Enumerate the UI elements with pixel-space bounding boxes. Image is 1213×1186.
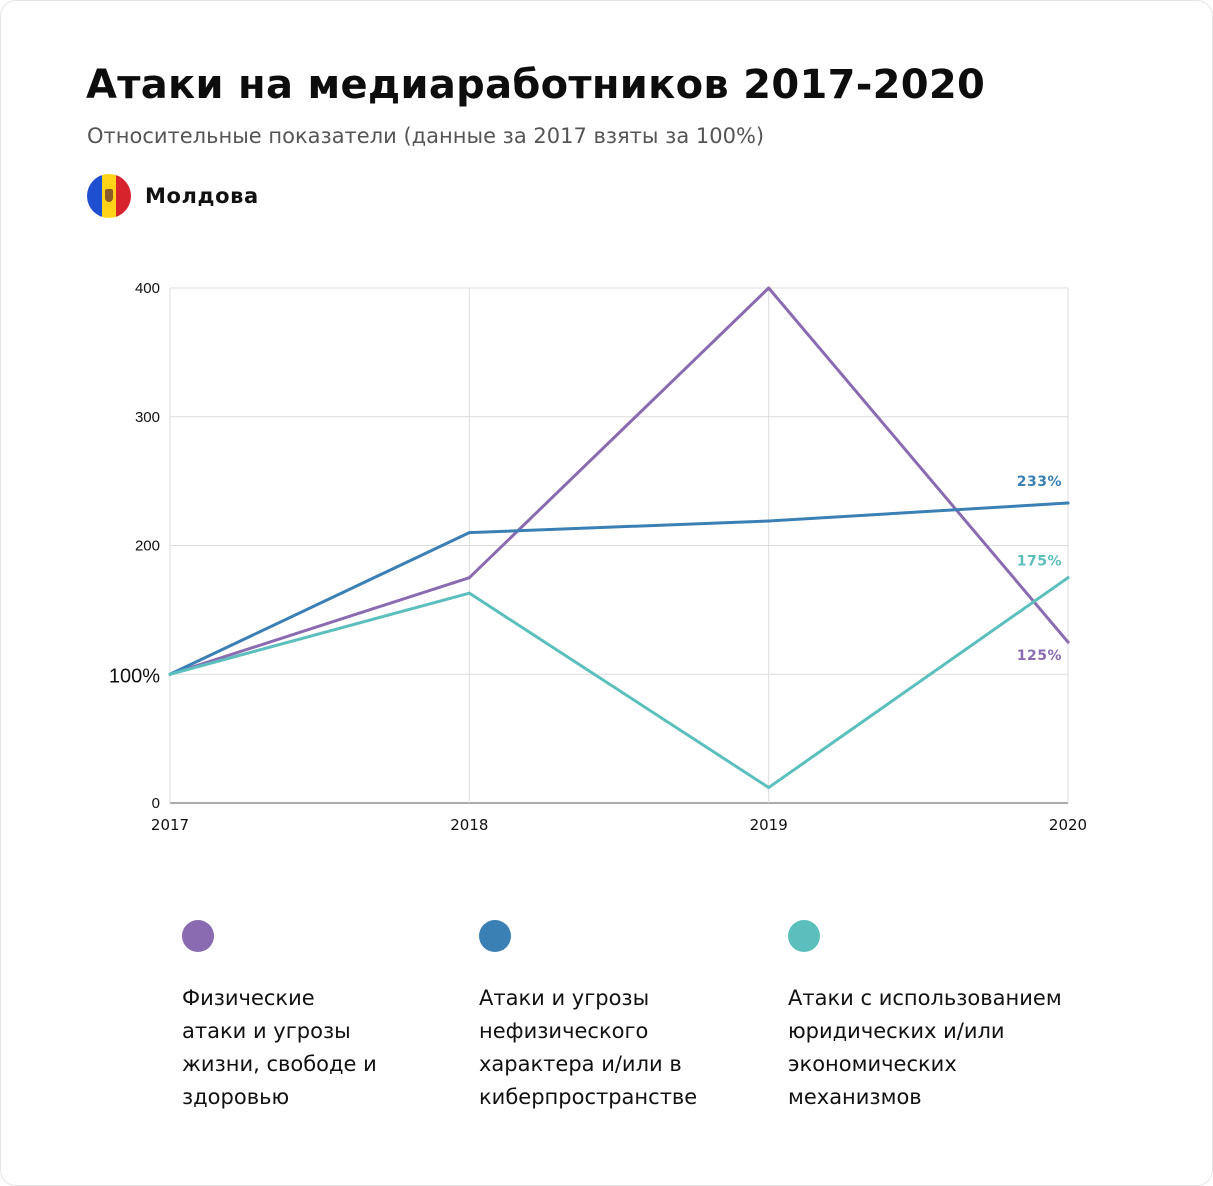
legend-label-legal: Атаки с использованием юридических и/или…	[788, 986, 1062, 1109]
series-line	[168, 501, 1070, 676]
data-point	[1066, 576, 1070, 580]
data-point	[467, 576, 471, 580]
legend-item-nonphysical: Атаки и угрозы нефизического характера и…	[479, 920, 697, 1114]
data-point	[467, 531, 471, 535]
page-subtitle: Относительные показатели (данные за 2017…	[87, 124, 765, 148]
x-tick-label: 2020	[1049, 816, 1087, 834]
legend-item-legal: Атаки с использованием юридических и/или…	[788, 920, 1062, 1114]
data-label: 125%	[1017, 648, 1062, 664]
data-point	[467, 591, 471, 595]
series-line	[168, 286, 1070, 676]
legend-label-physical: Физические атаки и угрозы жизни, свободе…	[182, 986, 377, 1109]
series-line	[168, 576, 1070, 790]
y-tick-label: 200	[135, 538, 160, 555]
legend-item-physical: Физические атаки и угрозы жизни, свободе…	[182, 920, 377, 1114]
data-point	[1066, 640, 1070, 644]
data-point	[767, 286, 771, 290]
x-tick-label: 2019	[750, 816, 788, 834]
data-point	[1066, 501, 1070, 505]
y-tick-label: 400	[135, 280, 160, 297]
country-name: Молдова	[145, 184, 259, 208]
data-point	[168, 672, 172, 676]
y-tick-label: 100%	[109, 665, 160, 687]
moldova-flag-icon	[87, 174, 131, 218]
y-tick-label: 0	[152, 795, 160, 812]
x-tick-label: 2018	[450, 816, 488, 834]
legend-swatch-physical	[182, 920, 214, 952]
page-title: Атаки на медиаработников 2017-2020	[86, 62, 986, 108]
x-tick-label: 2017	[151, 816, 189, 834]
y-tick-label: 300	[135, 409, 160, 426]
legend-swatch-nonphysical	[479, 920, 511, 952]
data-point	[767, 786, 771, 790]
legend-label-nonphysical: Атаки и угрозы нефизического характера и…	[479, 986, 698, 1109]
country-label: Молдова	[87, 174, 259, 218]
data-label: 233%	[1017, 474, 1062, 490]
data-label: 175%	[1017, 554, 1062, 570]
legend-swatch-legal	[788, 920, 820, 952]
data-point	[767, 519, 771, 523]
